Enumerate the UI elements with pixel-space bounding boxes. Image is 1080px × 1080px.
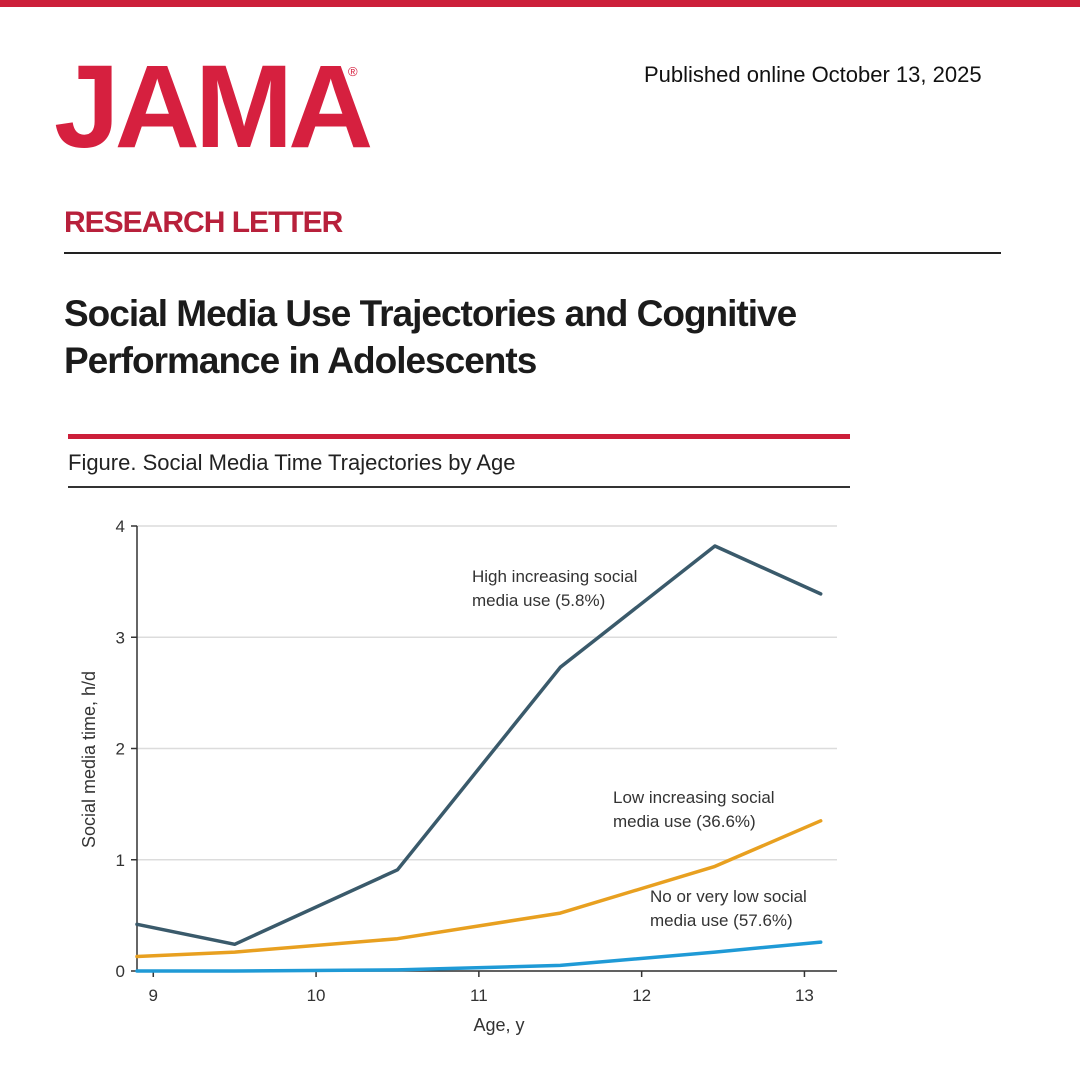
series-label-low-increasing: Low increasing social media use (36.6%): [613, 788, 775, 831]
x-tick-label: 12: [632, 986, 651, 1005]
series-label-line: media use (36.6%): [613, 812, 756, 831]
series-label-line: media use (5.8%): [472, 591, 605, 610]
x-axis-label: Age, y: [473, 1015, 524, 1035]
series-label-high-increasing: High increasing social media use (5.8%): [472, 567, 637, 610]
y-tick-label: 3: [116, 628, 125, 647]
series-label-line: No or very low social: [650, 887, 807, 906]
top-accent-bar: [0, 0, 1080, 7]
x-tick-label: 10: [307, 986, 326, 1005]
figure-caption: Figure. Social Media Time Trajectories b…: [68, 450, 516, 475]
series-line-low-increasing: [135, 819, 823, 959]
figure-caption-rule: [68, 486, 850, 488]
series-label-line: High increasing social: [472, 567, 637, 586]
series-label-line: Low increasing social: [613, 788, 775, 807]
x-tick-label: 11: [470, 986, 488, 1005]
journal-logo: JAMA: [54, 41, 373, 173]
y-tick-label: 0: [116, 962, 125, 981]
section-label: RESEARCH LETTER: [64, 206, 343, 239]
y-tick-label: 4: [116, 517, 125, 536]
series-line-no-or-very-low: [135, 940, 823, 973]
series-line-high-increasing: [135, 544, 823, 947]
series-label-no-or-very-low: No or very low social media use (57.6%): [650, 887, 807, 930]
series-label-line: media use (57.6%): [650, 911, 793, 930]
section-divider: [64, 252, 1001, 254]
article-title: Social Media Use Trajectories and Cognit…: [64, 293, 797, 381]
y-tick-label: 1: [116, 851, 125, 870]
figure-top-rule: [68, 434, 850, 439]
x-tick-label: 13: [795, 986, 814, 1005]
y-axis-label: Social media time, h/d: [79, 671, 99, 848]
published-date: Published online October 13, 2025: [644, 62, 982, 87]
y-tick-label: 2: [116, 740, 125, 759]
registered-mark: ®: [348, 64, 358, 79]
x-tick-label: 9: [149, 986, 158, 1005]
